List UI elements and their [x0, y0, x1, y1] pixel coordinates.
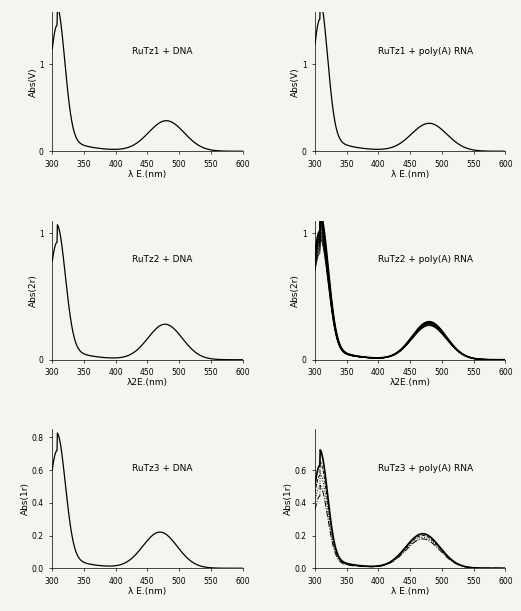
Text: RuTz1 + DNA: RuTz1 + DNA [132, 46, 193, 56]
X-axis label: λ E.(nm): λ E.(nm) [391, 170, 429, 179]
Text: RuTz1 + poly(A) RNA: RuTz1 + poly(A) RNA [378, 46, 473, 56]
Y-axis label: Abs(2r): Abs(2r) [29, 274, 38, 307]
Y-axis label: Abs(V): Abs(V) [29, 67, 38, 97]
Text: RuTz3 + poly(A) RNA: RuTz3 + poly(A) RNA [378, 464, 473, 473]
X-axis label: λ E.(nm): λ E.(nm) [128, 170, 166, 179]
Y-axis label: Abs(1r): Abs(1r) [284, 482, 293, 515]
Y-axis label: Abs(V): Abs(V) [291, 67, 300, 97]
Text: RuTz2 + DNA: RuTz2 + DNA [132, 255, 193, 264]
X-axis label: λ2E.(nm): λ2E.(nm) [390, 378, 431, 387]
X-axis label: λ E.(nm): λ E.(nm) [128, 587, 166, 596]
Y-axis label: Abs(1r): Abs(1r) [21, 482, 30, 515]
Text: RuTz2 + poly(A) RNA: RuTz2 + poly(A) RNA [378, 255, 473, 264]
X-axis label: λ E.(nm): λ E.(nm) [391, 587, 429, 596]
Text: RuTz3 + DNA: RuTz3 + DNA [132, 464, 193, 473]
Y-axis label: Abs(2r): Abs(2r) [291, 274, 300, 307]
X-axis label: λ2E.(nm): λ2E.(nm) [127, 378, 168, 387]
